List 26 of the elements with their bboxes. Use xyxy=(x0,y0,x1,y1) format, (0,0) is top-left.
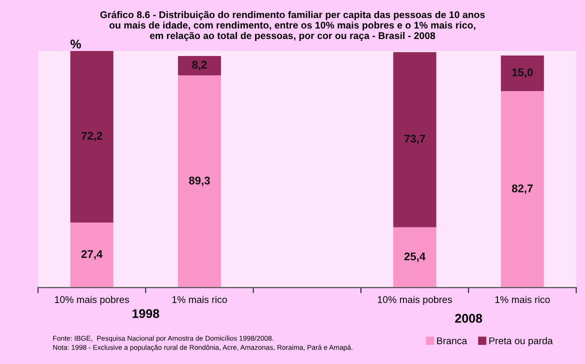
y-axis-title: % xyxy=(70,40,81,48)
x-tick-label: 1% mais rico xyxy=(495,296,550,304)
data-label: 25,4 xyxy=(404,252,426,262)
text: 1998 xyxy=(132,309,160,318)
data-label: 73,7 xyxy=(404,134,426,144)
data-label: 89,3 xyxy=(189,176,210,186)
chart-title: Gráfico 8.6 - Distribuição do rendimento familiar per capita das pessoas de 10 anos ou mais de idade, com rendimento, entre os 10% mais pobres e o 1% mais rico, em relação ao total de pessoas, por cor ou raça - Brasil - 2008 xyxy=(100,10,485,42)
data-label: 72,2 xyxy=(82,132,102,142)
bar xyxy=(178,75,222,288)
bar xyxy=(500,55,544,92)
bar xyxy=(500,91,544,288)
bar xyxy=(393,227,436,288)
bar xyxy=(70,222,114,288)
x-tick-label: 10% mais pobres xyxy=(378,296,452,305)
legend-label: Preta ou parda xyxy=(489,337,553,346)
data-label: 15,0 xyxy=(512,68,533,78)
data-label: 8,2 xyxy=(192,60,207,70)
text: 2008 xyxy=(455,314,482,323)
legend-label: Branca xyxy=(437,337,468,344)
bar xyxy=(178,56,222,76)
bar xyxy=(393,52,436,228)
data-label: 82,7 xyxy=(512,184,533,194)
x-tick-label: 10% mais pobres xyxy=(55,296,130,305)
bar xyxy=(70,50,114,222)
data-label: 27,4 xyxy=(81,250,103,260)
x-tick-label: 1% mais rico xyxy=(172,296,227,304)
